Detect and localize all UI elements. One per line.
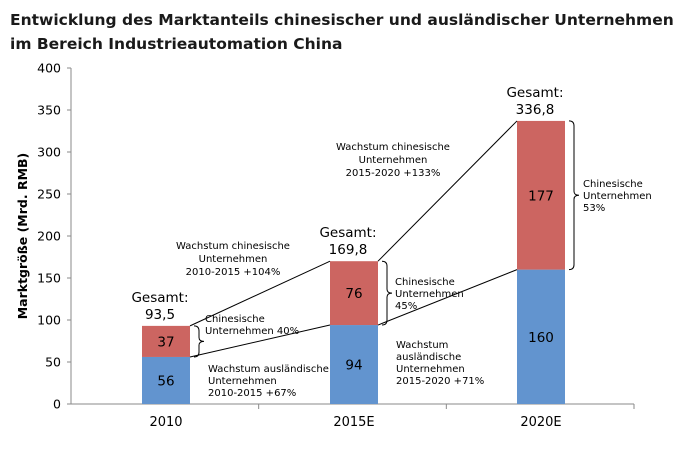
share-annotation-2010: Chinesische Unternehmen 40% bbox=[205, 314, 299, 337]
y-tick-label: 350 bbox=[37, 103, 61, 118]
share-annotation-2020-line: Unternehmen bbox=[583, 191, 652, 202]
growth-annotation-chinese-2010-2015-line: Wachstum chinesische bbox=[176, 241, 290, 252]
y-axis-title: Marktgröße (Mrd. RMB) bbox=[15, 153, 30, 320]
x-tick-label: 2020E bbox=[520, 415, 561, 430]
bar-foreign-2010 bbox=[142, 356, 190, 404]
bar-label-chinese: 177 bbox=[528, 188, 554, 204]
chart-title-line-2: im Bereich Industrieautomation China bbox=[10, 35, 343, 53]
x-tick-label: 2015E bbox=[333, 415, 374, 430]
y-tick-label: 200 bbox=[37, 229, 61, 244]
total-label-line: Gesamt: bbox=[319, 225, 376, 241]
y-tick-label: 0 bbox=[53, 397, 61, 412]
growth-line-chinese-2010-2015 bbox=[189, 260, 331, 327]
bar-label-chinese: 37 bbox=[157, 334, 174, 350]
growth-annotation-chinese-2015-2020-line: Wachstum chinesische bbox=[336, 142, 450, 153]
bar-chinese-2010 bbox=[142, 325, 190, 357]
growth-annotation-foreign-2015-2020-line: Wachstum bbox=[396, 340, 448, 351]
growth-annotation-chinese-2010-2015-line: Unternehmen bbox=[199, 254, 268, 265]
y-tick-label: 50 bbox=[45, 355, 61, 370]
share-brace bbox=[568, 120, 580, 271]
growth-annotation-chinese-2015-2020-line: 2015-2020 +133% bbox=[346, 168, 441, 179]
y-tick-label: 100 bbox=[37, 313, 61, 328]
bar-label-foreign: 160 bbox=[528, 330, 554, 346]
share-annotation-2020-line: 53% bbox=[583, 203, 605, 214]
growth-annotation-foreign-2010-2015-line: Unternehmen bbox=[208, 376, 277, 387]
total-label-line: 169,8 bbox=[329, 242, 368, 258]
y-tick-label: 300 bbox=[37, 145, 61, 160]
share-annotation-2015-line: Chinesische bbox=[395, 277, 455, 288]
bar-chinese-2020E bbox=[517, 120, 565, 270]
total-label: Gesamt: 93,5 bbox=[131, 290, 188, 323]
total-label-line: Gesamt: bbox=[131, 290, 188, 306]
growth-line-foreign-2015-2020 bbox=[377, 269, 518, 326]
growth-annotation-chinese-2015-2020-line: Unternehmen bbox=[359, 155, 428, 166]
bar-chinese-2015E bbox=[330, 261, 378, 326]
growth-line-chinese-2015-2020 bbox=[377, 120, 518, 262]
total-label: Gesamt: 169,8 bbox=[319, 225, 376, 258]
growth-annotation-foreign-2010-2015: Wachstum ausländische Unternehmen 2010-201… bbox=[208, 364, 329, 399]
share-annotation-2010-line: Unternehmen 40% bbox=[205, 326, 299, 337]
growth-annotation-foreign-2015-2020-line: 2015-2020 +71% bbox=[396, 376, 484, 387]
total-label: Gesamt: 336,8 bbox=[506, 85, 563, 118]
growth-annotation-foreign-2010-2015-line: 2010-2015 +67% bbox=[208, 388, 296, 399]
growth-annotation-foreign-2010-2015-line: Wachstum ausländische bbox=[208, 364, 329, 375]
share-annotation-2010-line: Chinesische bbox=[205, 314, 265, 325]
chart-title-line-1: Entwicklung des Marktanteils chinesische… bbox=[10, 11, 674, 29]
share-annotation-2020: Chinesische Unternehmen 53% bbox=[583, 179, 652, 214]
bar-label-foreign: 56 bbox=[157, 373, 174, 389]
bar-label-foreign: 94 bbox=[345, 358, 362, 374]
growth-annotation-foreign-2015-2020-line: ausländische bbox=[396, 352, 461, 363]
total-label-line: 336,8 bbox=[516, 102, 555, 118]
y-tick-label: 400 bbox=[37, 61, 61, 76]
chart-title: Entwicklung des Marktanteils chinesische… bbox=[10, 8, 674, 56]
share-brace bbox=[193, 325, 205, 358]
share-annotation-2015: Chinesische Unternehmen 45% bbox=[395, 277, 464, 312]
growth-annotation-chinese-2010-2015: Wachstum chinesische Unternehmen 2010-2015… bbox=[176, 241, 290, 278]
share-brace bbox=[381, 260, 393, 326]
x-tick-label: 2010 bbox=[149, 415, 182, 430]
growth-annotation-chinese-2010-2015-line: 2010-2015 +104% bbox=[186, 267, 281, 278]
share-annotation-2020-line: Chinesische bbox=[583, 179, 643, 190]
share-annotation-2015-line: 45% bbox=[395, 301, 417, 312]
total-label-line: Gesamt: bbox=[506, 85, 563, 101]
growth-annotation-chinese-2015-2020: Wachstum chinesische Unternehmen 2015-2020… bbox=[336, 142, 450, 179]
y-tick-label: 150 bbox=[37, 271, 61, 286]
bar-foreign-2015E bbox=[330, 325, 378, 404]
growth-annotation-foreign-2015-2020-line: Unternehmen bbox=[396, 364, 465, 375]
y-tick-label: 250 bbox=[37, 187, 61, 202]
bar-foreign-2020E bbox=[517, 269, 565, 404]
growth-annotation-foreign-2015-2020: Wachstum ausländische Unternehmen 2015-2020… bbox=[396, 340, 484, 387]
share-annotation-2015-line: Unternehmen bbox=[395, 289, 464, 300]
bar-label-chinese: 76 bbox=[345, 286, 362, 302]
total-label-line: 93,5 bbox=[145, 307, 175, 323]
growth-line-foreign-2010-2015 bbox=[189, 324, 331, 358]
